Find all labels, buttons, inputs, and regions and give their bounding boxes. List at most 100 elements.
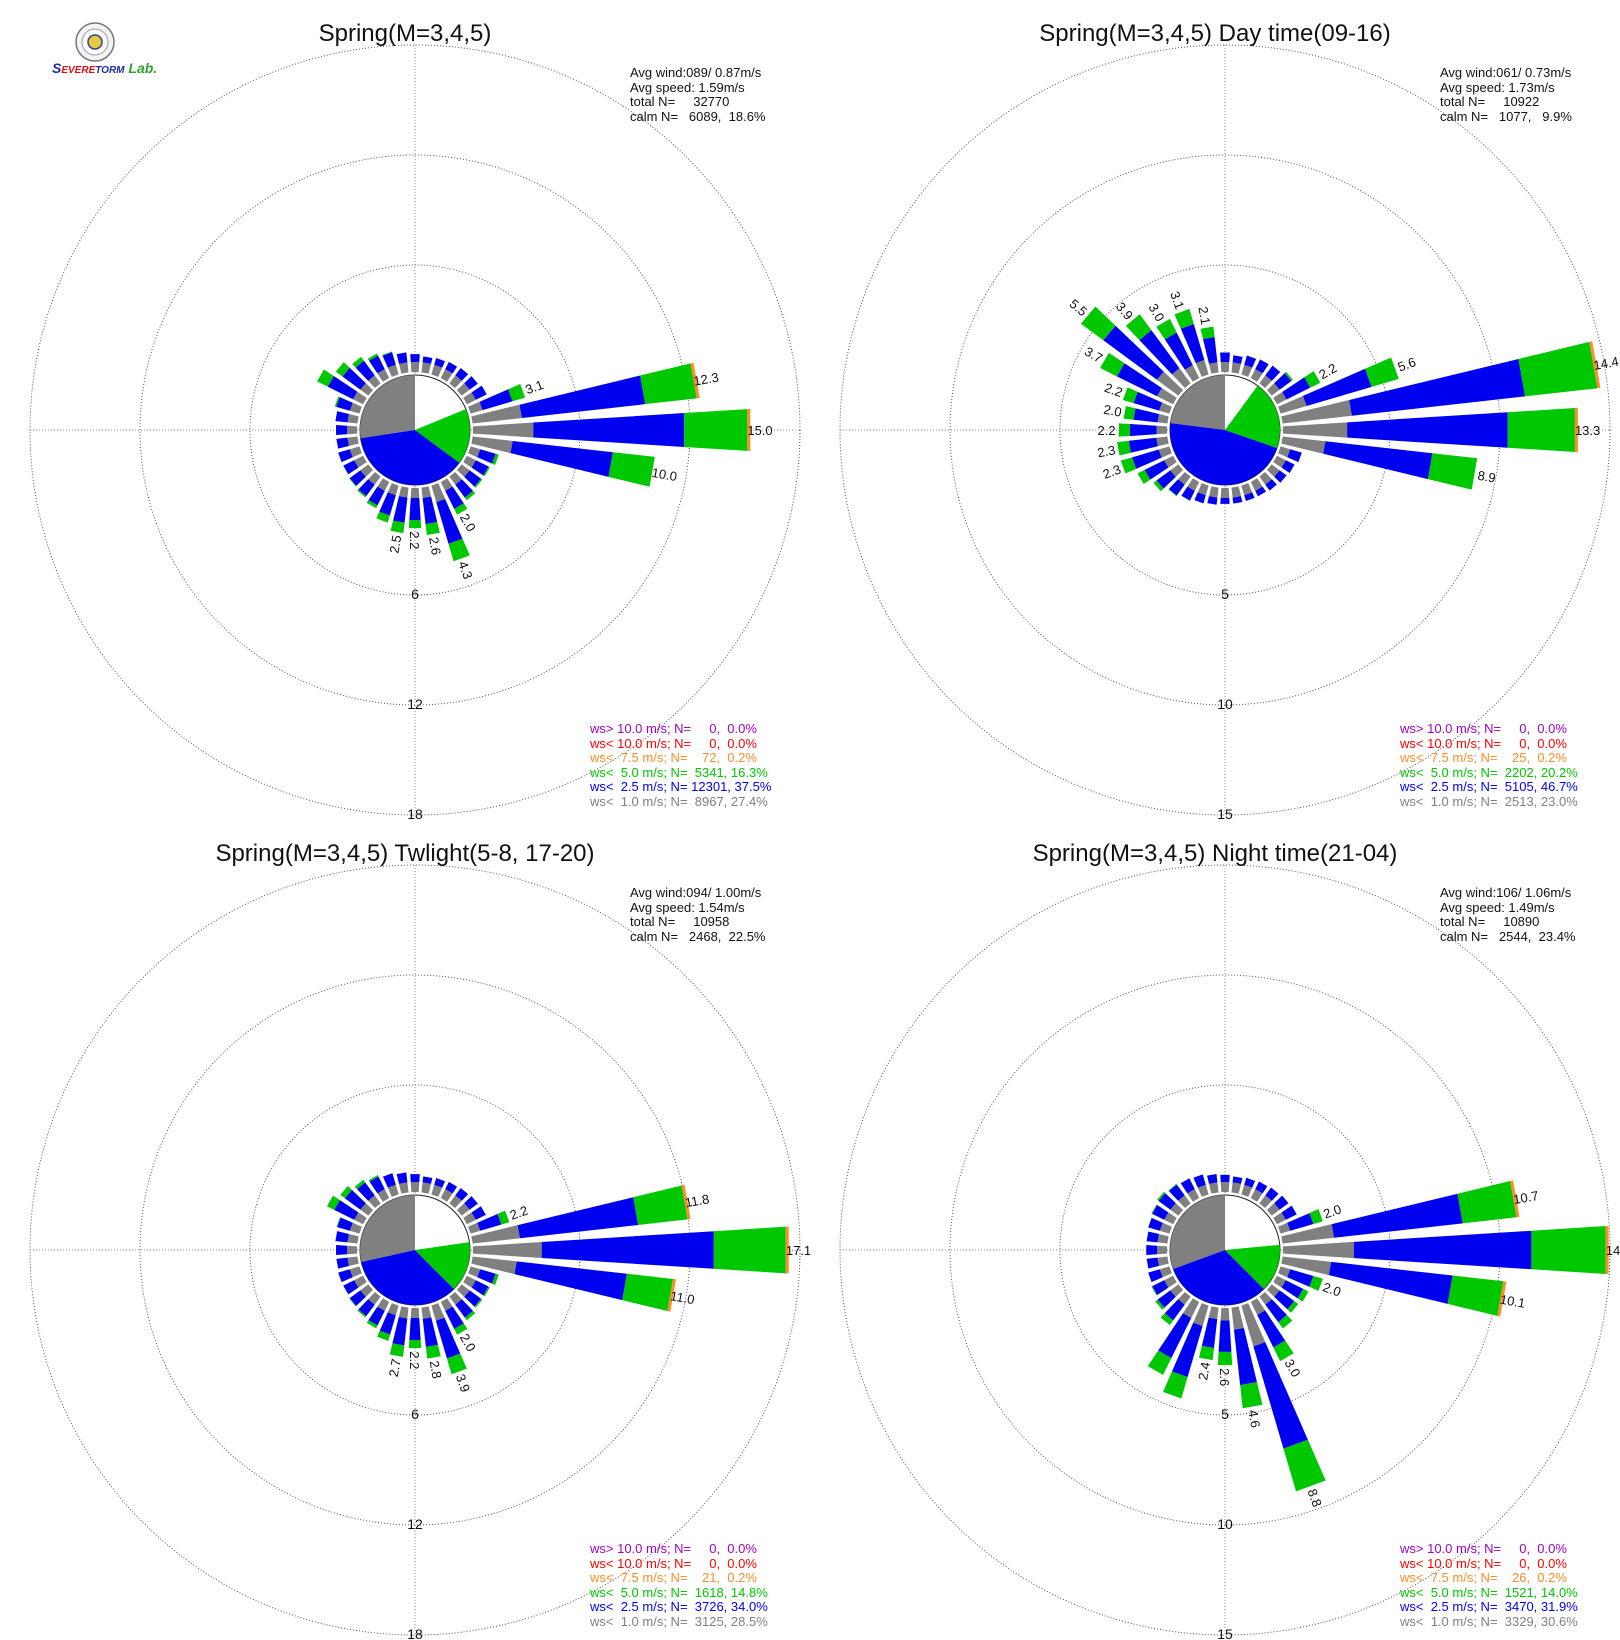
petal-segment: [389, 1343, 405, 1357]
petal-segment: [358, 1299, 375, 1317]
petal-segment: [457, 1284, 470, 1297]
ring-label: 12: [407, 1516, 423, 1532]
petal-value-label: 2.6: [1217, 1368, 1232, 1386]
petal-value-label: 8.8: [1305, 1487, 1325, 1509]
petal-segment: [497, 1210, 510, 1225]
ring-label: 10: [1217, 1516, 1233, 1532]
petal-value-label: 13.3: [1575, 423, 1600, 438]
petal-segment: [1250, 1298, 1266, 1315]
petal-segment: [1244, 1177, 1256, 1188]
petal-segment: [1178, 1292, 1191, 1305]
petal-segment: [335, 411, 349, 423]
calm-n: calm N= 2544, 23.4%: [1440, 928, 1576, 944]
petal-value-label: 4.6: [1245, 1408, 1263, 1428]
petal-segment: [422, 496, 438, 525]
legend-item: ws< 1.0 m/s; N= 8967, 27.4%: [590, 793, 768, 809]
petal-segment: [1116, 363, 1162, 397]
calm-n: calm N= 6089, 18.6%: [630, 108, 766, 124]
petal-segment: [510, 440, 613, 477]
stats-block: Avg wind:094/ 1.00m/s Avg speed: 1.54m/s…: [630, 885, 766, 944]
petal-segment: [1197, 483, 1209, 496]
calm-n: calm N= 2468, 22.5%: [630, 928, 766, 944]
petal-segment: [533, 413, 685, 447]
petal-segment: [1241, 1303, 1266, 1347]
petal-segment: [1497, 1281, 1507, 1317]
petal-value-label: 2.0: [457, 1331, 479, 1354]
petal-segment: [1518, 341, 1598, 397]
petal-segment: [1118, 423, 1130, 437]
petal-segment: [421, 486, 432, 499]
petal-segment: [349, 446, 362, 458]
petal-segment: [1273, 455, 1286, 468]
panel-title: Spring(M=3,4,5) Twlight(5-8, 17-20): [215, 840, 595, 867]
petal-value-label: 2.0: [1321, 1201, 1343, 1221]
petal-segment: [1181, 486, 1195, 501]
petal-segment: [1274, 470, 1287, 483]
petal-segment: [336, 425, 348, 435]
petal-segment: [410, 1182, 420, 1193]
petal-segment: [360, 383, 373, 396]
petal-segment: [1323, 441, 1433, 480]
petal-segment: [508, 384, 526, 402]
petal-segment: [1257, 1310, 1286, 1348]
wind-rose-panel-spring: 6 12 18 3.1 12.3 15.0 10.0 2.0 4.3 2.6 2.2 2.5 SEVE…: [0, 0, 810, 820]
petal-segment: [1164, 1275, 1177, 1288]
petal-segment: [1278, 1222, 1291, 1234]
petal-segment: [1328, 1261, 1453, 1304]
petal-segment: [1265, 1299, 1287, 1323]
ring-label: 18: [407, 1626, 423, 1640]
range-ring: [839, 864, 1611, 1636]
petal-segment: [1168, 1183, 1177, 1192]
avg-speed: Avg speed: 1.54m/s: [630, 899, 745, 915]
petal-segment: [354, 1179, 366, 1190]
petal-value-label: 10.7: [1512, 1188, 1540, 1207]
petal-segment: [1259, 1292, 1272, 1305]
petal-segment: [449, 375, 462, 388]
petal-value-label: 5.6: [1396, 354, 1418, 374]
petal-segment: [334, 1200, 359, 1220]
petal-segment: [1207, 496, 1218, 505]
avg-wind: Avg wind:094/ 1.00m/s: [630, 885, 762, 900]
calm-pie-slice: [1225, 385, 1280, 448]
petal-segment: [1159, 402, 1172, 414]
petal-segment: [1103, 325, 1164, 380]
petal-segment: [633, 1185, 688, 1225]
petal-value-label: 2.3: [1096, 442, 1116, 460]
petal-segment: [1156, 436, 1169, 447]
petal-segment: [471, 1225, 520, 1244]
petals: [326, 1172, 789, 1375]
petal-segment: [1253, 1342, 1308, 1449]
petal-value-label: 14.4: [1592, 354, 1620, 373]
petal-segment: [1457, 1181, 1517, 1224]
petal-segment: [425, 1344, 441, 1359]
petal-segment: [1267, 1284, 1280, 1297]
petal-segment: [1209, 486, 1219, 498]
petal-segment: [1200, 326, 1215, 340]
petal-segment: [1164, 332, 1193, 370]
petal-segment: [376, 511, 390, 523]
petal-segment: [1220, 497, 1230, 504]
petal-segment: [377, 1330, 391, 1341]
petal-segment: [449, 1195, 462, 1208]
petal-segment: [422, 1317, 438, 1347]
petals: [1146, 1174, 1609, 1492]
petal-segment: [1170, 1203, 1183, 1216]
range-ring: [29, 864, 801, 1636]
petal-segment: [445, 361, 458, 374]
petal-segment: [1198, 1345, 1215, 1361]
petal-segment: [1187, 478, 1200, 491]
petal-segment: [1168, 1184, 1185, 1201]
legend-item: ws< 10.0 m/s; N= 0, 0.0%: [590, 735, 757, 751]
petal-segment: [455, 479, 474, 498]
petal-segment: [1156, 318, 1177, 340]
petal-segment: [1259, 1195, 1272, 1208]
petal-segment: [393, 496, 408, 523]
petal-segment: [1151, 1204, 1158, 1214]
petal-segment: [357, 1309, 367, 1318]
petal-segment: [1080, 306, 1116, 341]
petal-segment: [474, 478, 483, 488]
petal-segment: [338, 449, 353, 463]
range-ring: [29, 44, 801, 816]
petal-segment: [455, 1299, 474, 1318]
